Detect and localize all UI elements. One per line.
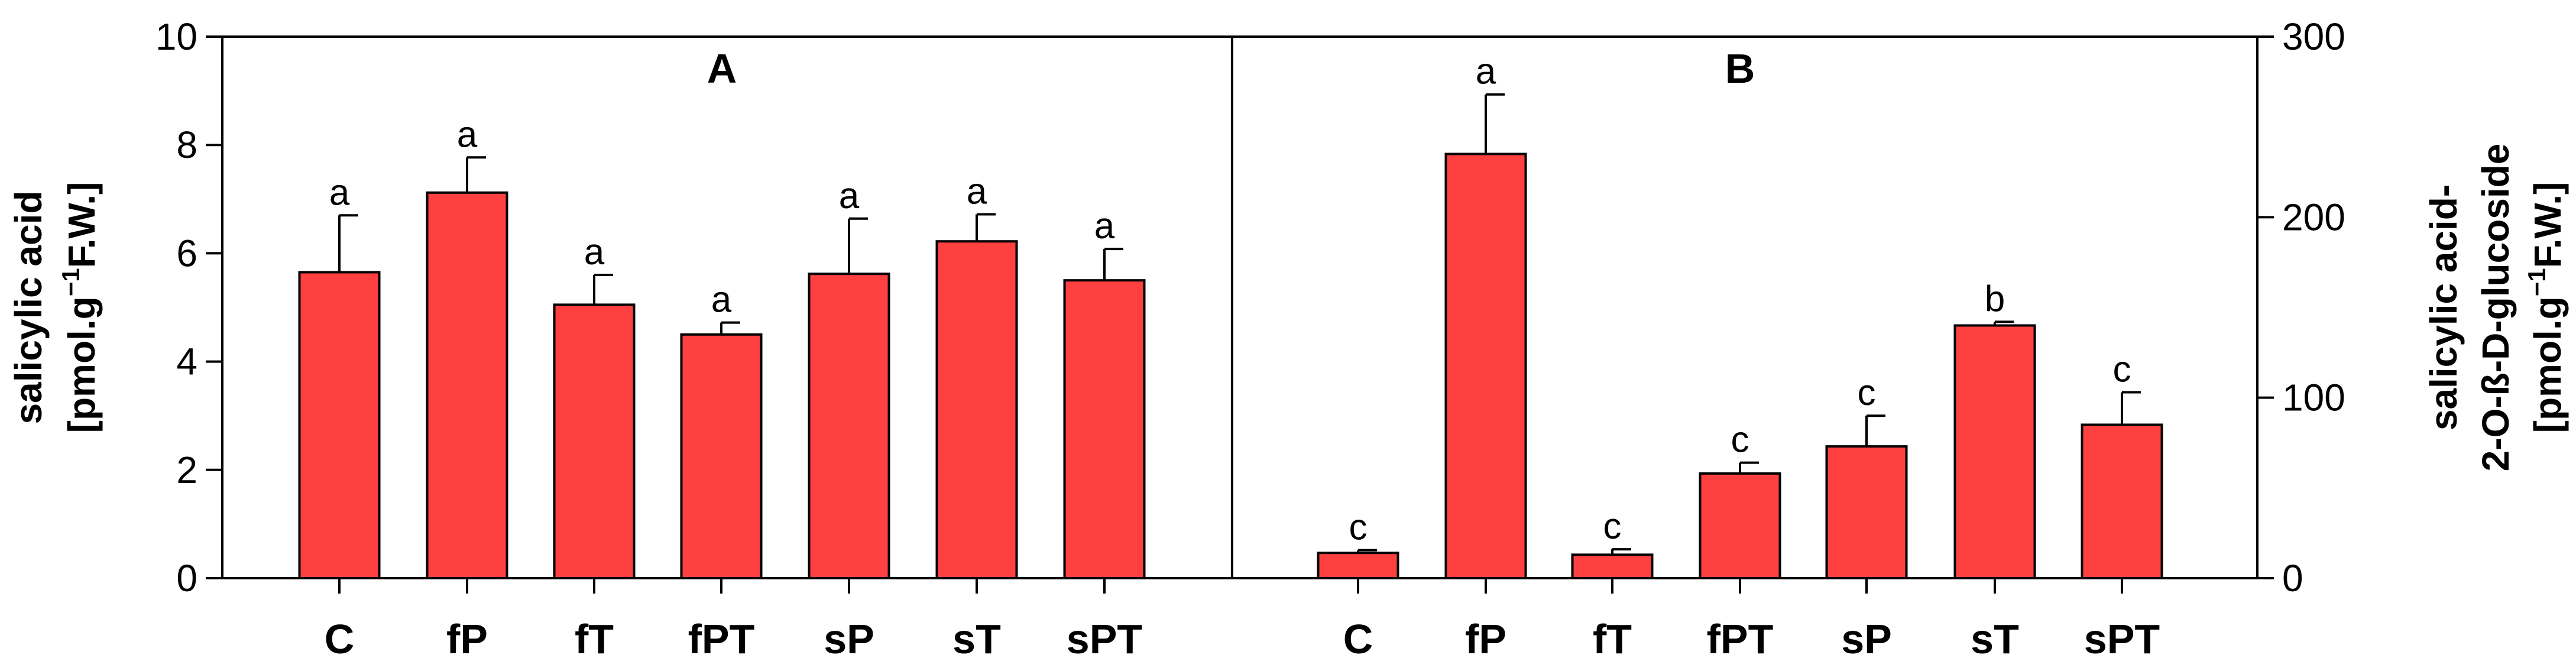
x-category-label: sPT bbox=[1067, 616, 1142, 662]
significance-letter: a bbox=[329, 172, 350, 213]
significance-letter: b bbox=[1985, 278, 2005, 319]
x-category-label: fT bbox=[575, 616, 614, 662]
bar-fT bbox=[553, 303, 636, 579]
significance-letter: a bbox=[584, 232, 605, 273]
x-category-label: C bbox=[1343, 616, 1373, 662]
x-category-label: sPT bbox=[2084, 616, 2160, 662]
x-category-label: fT bbox=[1593, 616, 1632, 662]
significance-letter: c bbox=[1349, 507, 1368, 548]
significance-letter: c bbox=[1603, 506, 1622, 547]
significance-letter: c bbox=[2113, 349, 2131, 390]
panel-title: A bbox=[707, 46, 737, 92]
bar-sT bbox=[1953, 324, 2036, 579]
x-category-label: fPT bbox=[688, 616, 755, 662]
bar-sPT bbox=[2081, 423, 2163, 579]
bar-C bbox=[1317, 552, 1399, 580]
x-category-label: sT bbox=[952, 616, 1001, 662]
significance-letter: a bbox=[711, 280, 732, 320]
x-category-label: C bbox=[325, 616, 355, 662]
significance-letter: a bbox=[457, 114, 478, 155]
x-category-label: fP bbox=[1465, 616, 1506, 662]
x-category-label: fP bbox=[446, 616, 488, 662]
bar-sPT bbox=[1063, 279, 1146, 579]
plot-frame bbox=[221, 35, 2259, 579]
bar-fP bbox=[1444, 153, 1527, 579]
significance-letter: a bbox=[839, 176, 860, 216]
y-axis-label-right: salicylic acid- 2-O-ß-D-glucoside [pmol.g−… bbox=[2422, 144, 2569, 472]
significance-letter: c bbox=[1858, 372, 1876, 413]
panel-b: 0 100 200 300 Bc Ca fP c fT c fPT c sP b sT c sPT bbox=[1317, 15, 2345, 662]
y-axis-label-left: salicylic acid [pmol.g−1F.W.] bbox=[7, 182, 103, 433]
bar-fPT bbox=[680, 333, 763, 579]
y-tick-label: 0 bbox=[2282, 557, 2303, 599]
panel-title: B bbox=[1725, 46, 1755, 92]
y-tick-label: 8 bbox=[176, 124, 197, 166]
x-category-label: sP bbox=[824, 616, 874, 662]
bar-sP bbox=[808, 273, 890, 579]
x-category-label: fPT bbox=[1707, 616, 1774, 662]
y-tick-label: 2 bbox=[176, 449, 197, 491]
bar-fPT bbox=[1699, 472, 1781, 580]
y-tick-label: 10 bbox=[155, 15, 197, 58]
y-tick-label: 4 bbox=[176, 341, 197, 383]
y-tick-label: 0 bbox=[176, 557, 197, 599]
significance-letter: a bbox=[1476, 51, 1496, 92]
y-tick-label: 300 bbox=[2282, 15, 2345, 58]
x-category-label: sT bbox=[1971, 616, 2019, 662]
x-category-label: sP bbox=[1841, 616, 1892, 662]
significance-letter: a bbox=[967, 171, 987, 212]
bar-fP bbox=[426, 191, 508, 580]
bar-sT bbox=[935, 240, 1018, 579]
significance-letter: c bbox=[1731, 420, 1749, 461]
significance-letter: a bbox=[1094, 206, 1115, 247]
panel-a: 0 2 4 6 8 10 Aa Ca fP a fT a fPT a sP a sT a sPT bbox=[155, 15, 1146, 662]
bar-C bbox=[298, 271, 381, 579]
bar-fT bbox=[1571, 553, 1654, 579]
y-tick-label: 100 bbox=[2282, 377, 2345, 419]
y-tick-label: 6 bbox=[176, 232, 197, 274]
bar-sP bbox=[1825, 445, 1908, 580]
y-tick-label: 200 bbox=[2282, 196, 2345, 238]
